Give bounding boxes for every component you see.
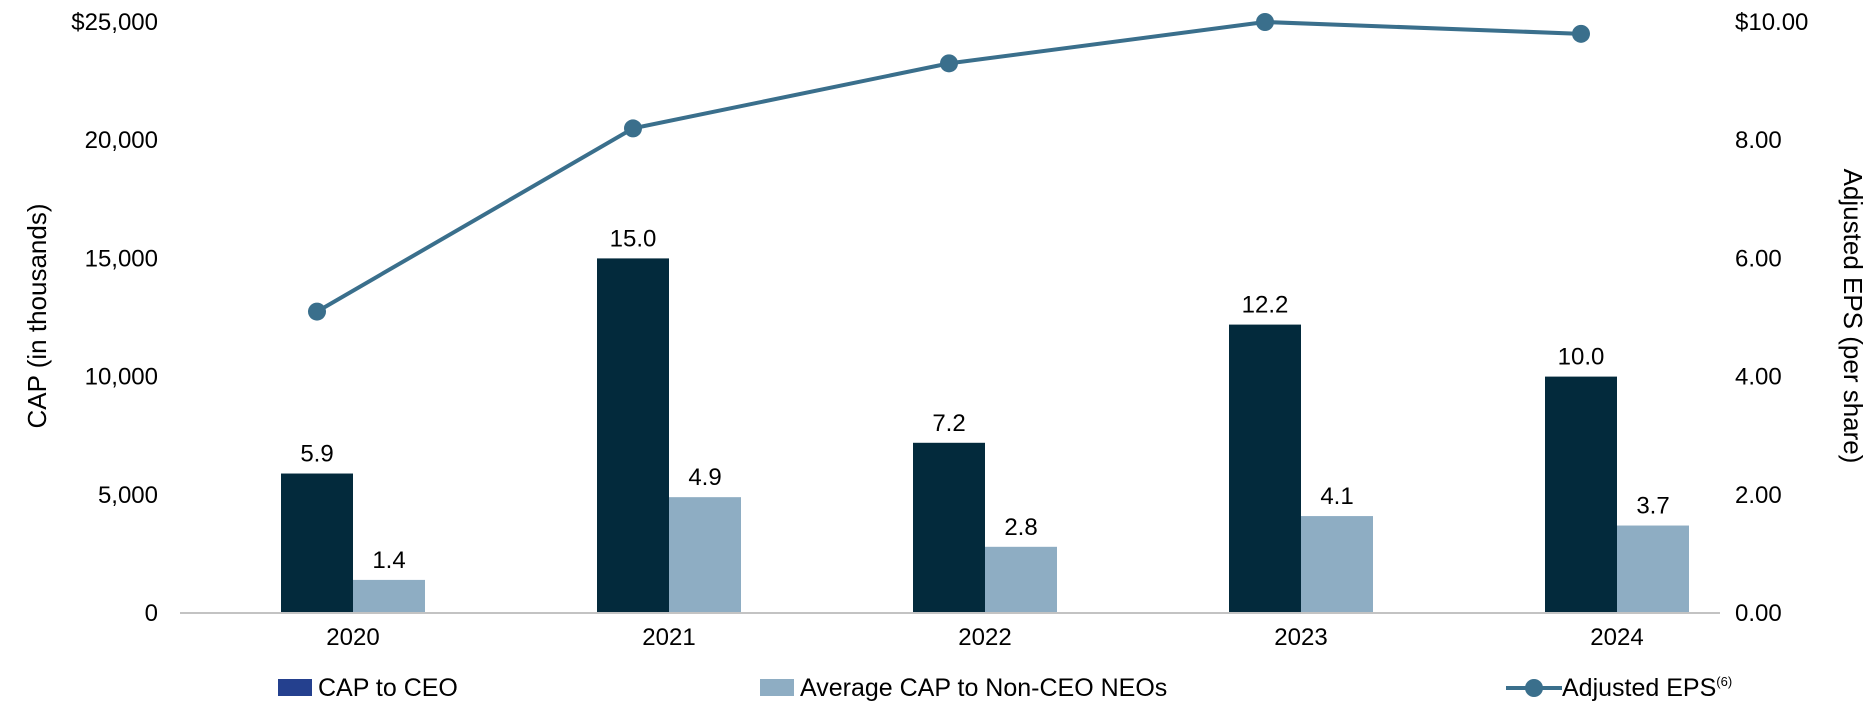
right-tick-2: 4.00 xyxy=(1735,364,1782,391)
legend-swatch-cap-to-ceo xyxy=(278,679,312,696)
right-axis-title: Adjusted EPS (per share) xyxy=(1838,169,1868,464)
bar-average-cap-to-non-ceo-neos-2022 xyxy=(985,546,1057,613)
x-tick-2023: 2023 xyxy=(1274,624,1327,651)
bar-label-average-cap-to-non-ceo-neos-2023: 4.1 xyxy=(1320,483,1353,510)
bar-average-cap-to-non-ceo-neos-2020 xyxy=(353,579,425,613)
x-axis-tick-labels: 2020 2021 2022 2023 2024 xyxy=(326,624,1643,651)
bar-average-cap-to-non-ceo-neos-2023 xyxy=(1301,516,1373,613)
eps-line-group xyxy=(308,13,1590,321)
bar-label-average-cap-to-non-ceo-neos-2020: 1.4 xyxy=(372,547,405,574)
bar-label-cap-to-ceo-2021: 15.0 xyxy=(610,225,657,252)
x-tick-2022: 2022 xyxy=(958,624,1011,651)
legend-label-cap-to-ceo: CAP to CEO xyxy=(318,674,458,702)
right-tick-0: 0.00 xyxy=(1735,600,1782,627)
bar-data-labels: 5.9 1.4 15.0 4.9 7.2 2.8 12.2 4.1 10.0 3.7 xyxy=(300,225,1669,574)
right-tick-3: 6.00 xyxy=(1735,245,1782,272)
bar-label-cap-to-ceo-2023: 12.2 xyxy=(1242,292,1289,319)
left-tick-4: 20,000 xyxy=(85,127,158,154)
bar-cap-to-ceo-2021 xyxy=(597,258,669,613)
bar-label-average-cap-to-non-ceo-neos-2022: 2.8 xyxy=(1004,514,1037,541)
bar-average-cap-to-non-ceo-neos-2024 xyxy=(1617,525,1689,613)
bar-cap-to-ceo-2020 xyxy=(281,473,353,613)
left-axis-title: CAP (in thousands) xyxy=(22,204,52,429)
eps-point-2020 xyxy=(308,302,326,321)
eps-point-2022 xyxy=(940,54,958,73)
legend-label-adjusted-eps-text: Adjusted EPS xyxy=(1562,674,1716,702)
x-tick-2020: 2020 xyxy=(326,624,379,651)
left-axis-tick-labels: 0 5,000 10,000 15,000 20,000 $25,000 xyxy=(71,9,158,627)
right-tick-5: $10.00 xyxy=(1735,9,1808,36)
left-tick-3: 15,000 xyxy=(85,245,158,272)
bar-label-average-cap-to-non-ceo-neos-2021: 4.9 xyxy=(688,464,721,491)
x-tick-2021: 2021 xyxy=(642,624,695,651)
bars-group xyxy=(281,258,1689,613)
eps-point-2023 xyxy=(1256,13,1274,31)
eps-point-2021 xyxy=(624,119,642,138)
left-tick-0: 0 xyxy=(145,600,158,627)
legend-label-adjusted-eps: Adjusted EPS(6) xyxy=(1562,674,1732,702)
legend-label-avg-cap-non-ceo: Average CAP to Non-CEO NEOs xyxy=(800,674,1167,702)
bar-cap-to-ceo-2023 xyxy=(1229,324,1301,613)
right-tick-1: 2.00 xyxy=(1735,482,1782,509)
legend-swatch-avg-cap-non-ceo xyxy=(760,679,794,696)
x-tick-2024: 2024 xyxy=(1590,624,1643,651)
eps-point-2024 xyxy=(1572,24,1590,43)
bar-label-cap-to-ceo-2024: 10.0 xyxy=(1558,344,1605,371)
legend: CAP to CEO Average CAP to Non-CEO NEOs A… xyxy=(278,674,1732,702)
bar-label-cap-to-ceo-2020: 5.9 xyxy=(300,441,333,468)
legend-swatch-eps-marker xyxy=(1525,679,1543,697)
bar-label-average-cap-to-non-ceo-neos-2024: 3.7 xyxy=(1636,493,1669,520)
bar-cap-to-ceo-2022 xyxy=(913,442,985,613)
right-axis-tick-labels: 0.00 2.00 4.00 6.00 8.00 $10.00 xyxy=(1735,9,1808,627)
bar-cap-to-ceo-2024 xyxy=(1545,376,1617,613)
left-tick-5: $25,000 xyxy=(71,9,158,36)
right-tick-4: 8.00 xyxy=(1735,127,1782,154)
left-tick-1: 5,000 xyxy=(98,482,158,509)
legend-label-adjusted-eps-footnote: (6) xyxy=(1716,674,1732,689)
left-tick-2: 10,000 xyxy=(85,364,158,391)
bar-average-cap-to-non-ceo-neos-2021 xyxy=(669,497,741,613)
bar-label-cap-to-ceo-2022: 7.2 xyxy=(932,410,965,437)
